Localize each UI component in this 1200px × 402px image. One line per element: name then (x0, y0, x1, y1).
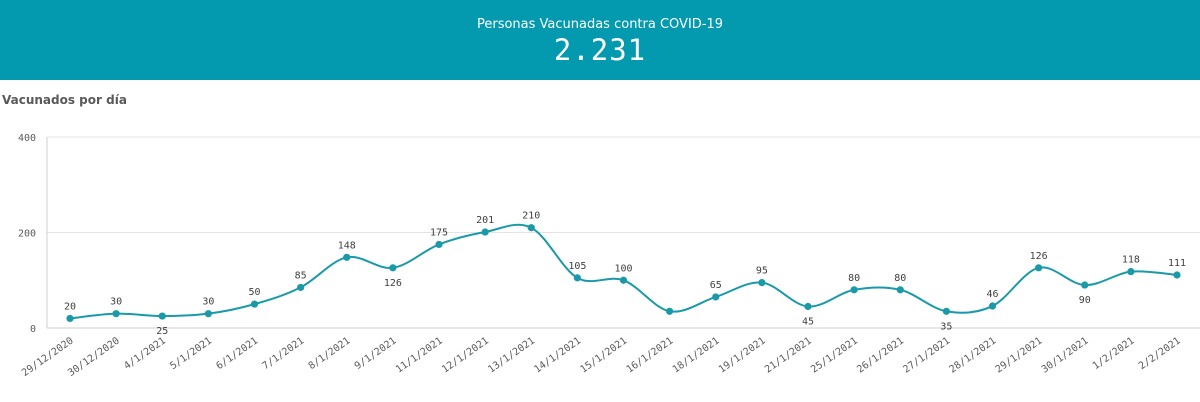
x-tick-label: 16/1/2021 (625, 335, 676, 375)
data-label: 46 (986, 289, 998, 300)
kpi-header: Personas Vacunadas contra COVID-19 2.231 (0, 0, 1200, 80)
x-tick-label: 29/1/2021 (994, 335, 1045, 375)
data-label: 126 (1030, 251, 1048, 262)
x-tick-label: 2/2/2021 (1137, 335, 1183, 372)
x-tick-label: 21/1/2021 (763, 335, 814, 375)
data-label: 126 (384, 278, 402, 289)
x-tick-label: 19/1/2021 (717, 335, 768, 375)
data-label: 175 (430, 227, 448, 238)
data-point[interactable] (297, 283, 305, 292)
data-label: 210 (522, 211, 540, 222)
y-tick-label: 400 (18, 133, 36, 144)
chart-title: Vacunados por día (2, 93, 127, 107)
kpi-label: Personas Vacunadas contra COVID-19 (476, 17, 724, 32)
data-point[interactable] (343, 253, 351, 261)
data-label: 118 (1122, 255, 1140, 266)
x-tick-label: 12/1/2021 (440, 335, 491, 375)
kpi-value: 2.231 (553, 33, 647, 67)
data-point[interactable] (804, 302, 812, 311)
x-tick-label: 26/1/2021 (855, 335, 906, 375)
data-point[interactable] (66, 314, 74, 323)
data-label: 65 (710, 280, 722, 291)
x-tick-label: 4/1/2021 (122, 335, 168, 372)
data-point[interactable] (942, 307, 950, 315)
data-label: 30 (110, 297, 122, 308)
data-label: 50 (248, 287, 260, 298)
data-point[interactable] (666, 307, 674, 315)
data-point[interactable] (573, 274, 581, 282)
x-tick-label: 8/1/2021 (307, 335, 353, 372)
x-tick-label: 1/2/2021 (1091, 335, 1137, 372)
data-point[interactable] (158, 312, 166, 320)
data-label: 95 (756, 266, 768, 277)
data-point[interactable] (435, 240, 443, 249)
x-tick-label: 25/1/2021 (809, 335, 860, 375)
data-point[interactable] (481, 228, 489, 236)
x-tick-label: 11/1/2021 (394, 335, 445, 375)
data-point[interactable] (250, 300, 259, 308)
x-tick-label: 5/1/2021 (168, 335, 214, 372)
x-tick-label: 28/1/2021 (948, 335, 999, 375)
data-point[interactable] (988, 302, 997, 310)
x-tick-label: 18/1/2021 (671, 335, 722, 375)
data-label: 25 (156, 326, 168, 337)
data-point[interactable] (758, 279, 766, 287)
data-point[interactable] (850, 286, 858, 294)
data-point[interactable] (527, 224, 535, 232)
data-label: 30 (202, 297, 214, 308)
data-label: 45 (802, 317, 814, 328)
x-tick-label: 30/12/2020 (66, 335, 122, 379)
x-tick-label: 15/1/2021 (579, 335, 630, 375)
x-tick-label: 7/1/2021 (261, 335, 307, 372)
data-label: 80 (848, 273, 860, 284)
data-point[interactable] (619, 276, 628, 284)
y-tick-label: 0 (30, 324, 36, 335)
data-label: 201 (476, 215, 494, 226)
data-point[interactable] (204, 310, 212, 318)
data-label: 90 (1079, 295, 1091, 306)
data-label: 105 (568, 261, 586, 272)
x-tick-label: 27/1/2021 (901, 335, 952, 375)
data-label: 20 (64, 301, 76, 312)
data-label: 111 (1168, 258, 1186, 269)
line-chart[interactable]: 02004002029/12/20203030/12/2020254/1/202… (0, 118, 1200, 402)
data-point[interactable] (112, 310, 120, 318)
data-label: 85 (295, 270, 307, 281)
data-point[interactable] (389, 264, 397, 272)
x-tick-label: 14/1/2021 (532, 335, 583, 375)
data-point[interactable] (1127, 268, 1135, 276)
data-label: 80 (894, 273, 906, 284)
data-point[interactable] (896, 286, 904, 294)
y-tick-label: 200 (18, 229, 36, 240)
data-label: 148 (338, 240, 356, 251)
data-label: 100 (614, 263, 632, 274)
x-tick-label: 30/1/2021 (1040, 335, 1091, 375)
data-point[interactable] (712, 293, 720, 301)
data-point[interactable] (1035, 264, 1043, 272)
x-tick-label: 13/1/2021 (486, 335, 537, 375)
data-point[interactable] (1081, 281, 1089, 289)
data-point[interactable] (1173, 271, 1181, 279)
data-label: 35 (940, 321, 952, 332)
x-tick-label: 6/1/2021 (214, 335, 260, 372)
x-tick-label: 9/1/2021 (353, 335, 399, 372)
